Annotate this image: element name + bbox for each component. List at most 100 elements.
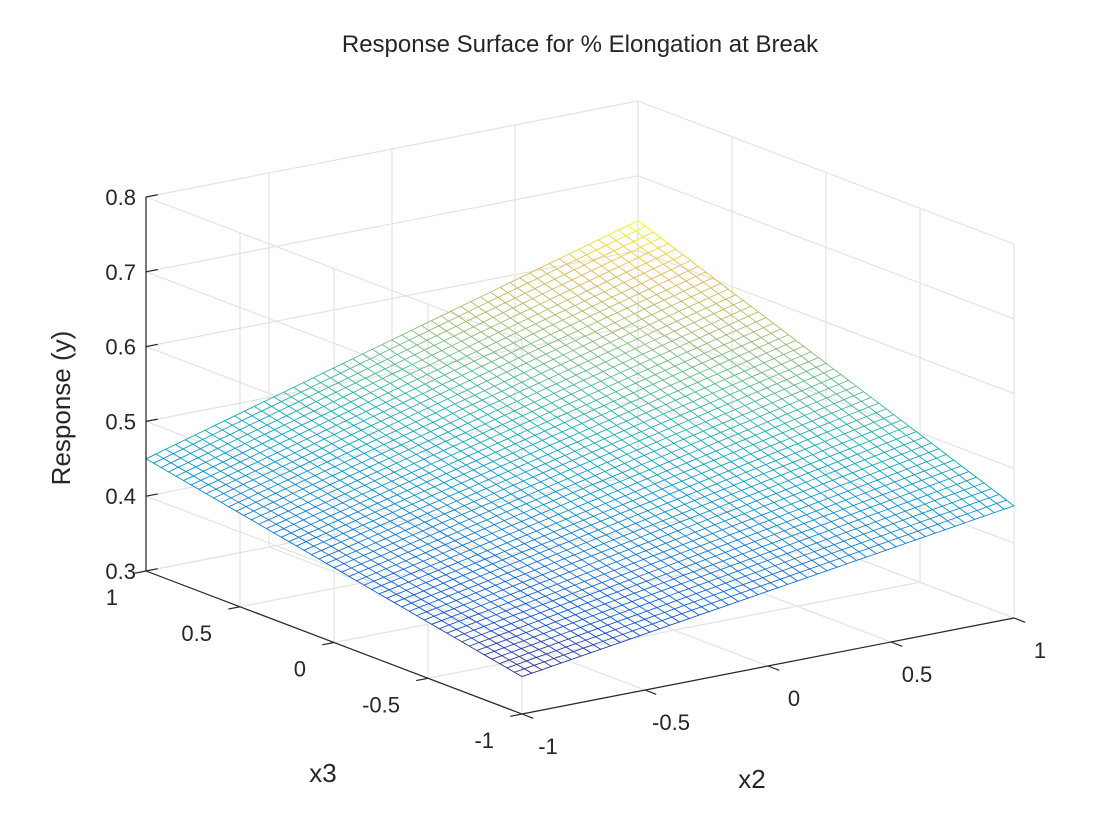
mesh-segment (664, 330, 675, 337)
mesh-segment (548, 513, 560, 519)
mesh-segment (518, 525, 530, 531)
mesh-segment (549, 444, 558, 451)
mesh-segment (429, 359, 440, 366)
mesh-segment (580, 623, 591, 628)
mesh-segment (506, 367, 517, 373)
mesh-segment (660, 422, 670, 430)
mesh-segment (695, 562, 704, 569)
mesh-segment (643, 558, 652, 565)
mesh-segment (407, 416, 417, 423)
mesh-segment (814, 444, 823, 452)
mesh-segment (444, 408, 454, 414)
mesh-segment (595, 506, 604, 513)
mesh-segment (371, 453, 382, 459)
mesh-segment (571, 422, 583, 429)
mesh-segment (841, 408, 850, 416)
mesh-segment (319, 456, 328, 463)
mesh-segment (367, 363, 378, 370)
mesh-segment (666, 498, 678, 504)
mesh-segment (585, 639, 594, 646)
mesh-segment (385, 564, 397, 570)
mesh-segment (776, 556, 786, 563)
mesh-segment (247, 492, 259, 499)
mesh-segment (540, 477, 551, 483)
mesh-segment (284, 456, 293, 463)
mesh-segment (589, 590, 601, 595)
mesh-segment (313, 405, 325, 412)
mesh-segment (538, 552, 548, 559)
mesh-segment (743, 513, 753, 520)
mesh-segment (671, 480, 683, 486)
mesh-segment (783, 388, 793, 396)
mesh-segment (280, 536, 290, 543)
mesh-segment (700, 576, 709, 583)
mesh-segment (760, 585, 769, 592)
mesh-segment (487, 301, 497, 308)
mesh-segment (603, 434, 615, 440)
mesh-segment (544, 278, 556, 285)
mesh-segment (875, 517, 886, 523)
mesh-segment (812, 450, 823, 456)
mesh-segment (290, 391, 302, 398)
mesh-segment (626, 303, 638, 309)
mesh-segment (493, 622, 502, 628)
mesh-segment (421, 359, 431, 366)
mesh-segment (573, 413, 585, 419)
mesh-segment (635, 550, 647, 555)
mesh-segment (205, 493, 215, 499)
mesh-segment (400, 411, 409, 418)
mesh-segment (798, 537, 810, 542)
mesh-segment (190, 479, 202, 486)
mesh-segment (709, 510, 718, 517)
mesh-segment (613, 539, 622, 546)
mesh-segment (542, 629, 554, 634)
mesh-segment (725, 579, 737, 584)
mesh-segment (601, 265, 610, 272)
mesh-segment (254, 470, 264, 476)
mesh-segment (440, 315, 450, 322)
mesh-segment (791, 563, 803, 568)
mesh-segment (441, 379, 453, 385)
mesh-segment (734, 409, 744, 416)
mesh-segment (574, 335, 586, 342)
mesh-segment (883, 414, 895, 419)
mesh-segment (938, 481, 948, 489)
mesh-segment (659, 350, 671, 356)
mesh-segment (570, 389, 582, 395)
mesh-segment (402, 564, 414, 570)
mesh-segment (155, 453, 164, 459)
mesh-segment (642, 383, 654, 389)
mesh-segment (679, 489, 688, 496)
mesh-segment (433, 340, 445, 346)
mesh-segment (445, 599, 457, 605)
mesh-segment (514, 671, 523, 678)
mesh-segment (515, 332, 524, 339)
mesh-segment (350, 396, 362, 403)
mesh-segment (848, 523, 857, 530)
mesh-segment (663, 299, 672, 307)
mesh-segment (396, 490, 408, 496)
mesh-segment (941, 502, 953, 507)
mesh-segment (557, 478, 569, 484)
mesh-segment (317, 493, 329, 499)
mesh-segment (592, 640, 604, 646)
mesh-segment (573, 417, 583, 424)
mesh-segment (539, 298, 551, 305)
mesh-segment (773, 498, 785, 503)
mesh-segment (579, 315, 591, 322)
mesh-segment (750, 482, 762, 488)
mesh-segment (694, 357, 703, 364)
mesh-segment (931, 476, 940, 483)
mesh-segment (758, 519, 770, 525)
mesh-segment (468, 487, 477, 494)
mesh-segment (376, 467, 388, 473)
mesh-segment (355, 546, 367, 552)
mesh-segment (241, 415, 253, 421)
mesh-segment (448, 350, 460, 357)
mesh-segment (556, 449, 566, 456)
mesh-segment (569, 320, 581, 326)
mesh-segment (842, 472, 854, 477)
mesh-segment (207, 452, 216, 459)
mesh-segment (863, 425, 873, 433)
mesh-segment (567, 505, 579, 511)
